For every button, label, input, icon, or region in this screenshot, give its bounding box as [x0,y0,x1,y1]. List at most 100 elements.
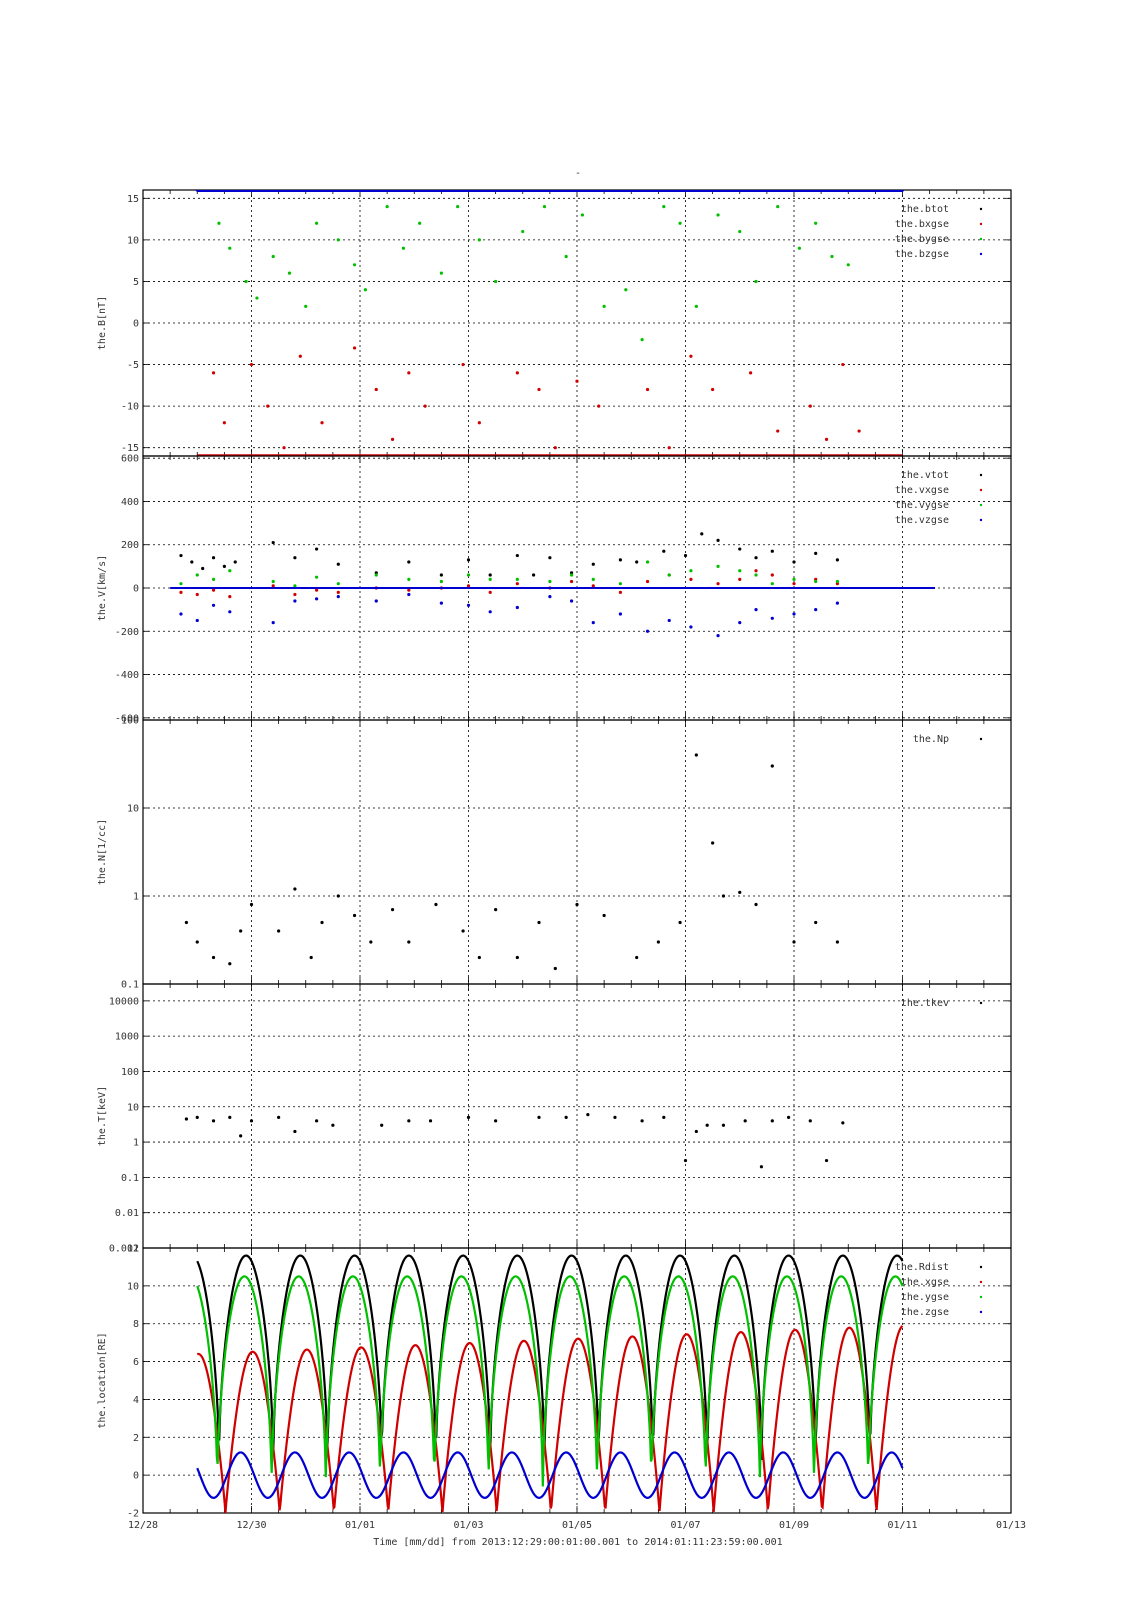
data-point-the.vzgse [439,601,443,605]
legend-label: the.vygse [895,500,949,511]
data-point-the.vxgse [754,569,758,573]
data-point-the.tkev [293,1129,297,1134]
data-point-the.bxgse [808,404,812,408]
data-point-the.Np [754,902,758,907]
data-point-the.vtot [315,547,319,551]
data-point-the.vxgse [195,592,199,597]
legend-label: the.bxgse [895,219,949,230]
data-point-the.vygse [466,573,471,577]
legend-marker [979,1265,983,1269]
data-point-the.tkev [466,1115,471,1119]
data-point-the.Np [352,913,357,918]
panel-3: 10000 1000 100 10 1 0.1 0.01 0.001 the.T[keV] the… [97,983,1012,1255]
y-tick-label: 8 [133,1319,139,1330]
data-point-the.Np [390,908,395,912]
data-point-the.Np [195,940,199,944]
data-point-the.tkev [705,1123,709,1127]
y-tick-label: 100 [121,716,139,727]
data-point-the.vzgse [770,616,774,620]
data-point-the.vygse [271,579,275,584]
y-tick-label: 400 [121,497,139,508]
data-point-the.tkev [195,1115,199,1119]
data-point-the.tkev [759,1165,764,1169]
data-point-the.bygse [716,213,720,217]
data-point-the.Np [814,920,818,925]
data-point-the.vtot [179,553,183,558]
panel-data [195,190,905,456]
data-point-the.vzgse [754,608,758,612]
data-point-the.vygse [814,579,818,584]
panel-0: 15 10 5 0 -5 -10 -15 the.B[nT] the.btot the.bxgse… [97,189,1012,457]
data-point-the.bxgse [374,387,378,392]
data-point-the.Np [277,929,281,933]
legend-marker [979,252,983,256]
data-point-the.vzgse [179,612,183,616]
data-point-the.Np [694,753,698,757]
legend-marker [979,473,983,477]
data-point-the.Np [228,962,232,966]
data-point-the.bygse [776,205,780,209]
data-point-the.vzgse [271,621,275,625]
data-point-the.tkev [586,1113,590,1117]
data-point-the.bxgse [597,404,601,408]
data-point-the.vzgse [667,618,671,623]
data-point-the.bxgse [249,362,254,367]
data-point-the.bxgse [667,446,671,450]
y-tick-label: 600 [121,454,139,465]
data-point-the.vtot [211,556,216,560]
legend-marker [979,1310,983,1314]
data-point-the.bygse [315,221,319,225]
x-axis-label: Time [mm/dd] from 2013:12:29:00:01:00.00… [373,1537,782,1548]
data-point-the.vtot [754,556,758,560]
data-point-the.Np [461,929,465,933]
legend-label: the.bygse [895,234,949,245]
data-point-the.tkev [228,1115,232,1119]
legend-label: the.tkev [901,998,949,1009]
data-point-the.Np [407,940,411,944]
data-point-the.vtot [738,547,742,551]
series-the.zgse-line [196,1451,904,1499]
data-point-the.vygse [548,579,552,584]
data-point-the.vxgse [738,577,742,581]
data-point-the.Np [477,955,481,960]
y-axis-label: the.T[keV] [97,1086,108,1146]
y-tick-label: 0.01 [115,1208,139,1219]
data-point-the.vxgse [569,579,574,584]
data-point-the.vtot [683,553,688,558]
x-tick-label: 01/03 [453,1520,483,1531]
data-point-the.bygse [352,263,357,267]
data-point-the.tkev [640,1119,644,1123]
data-point-the.tkev [380,1123,384,1127]
y-tick-label: 0 [133,319,139,330]
legend-marker [979,518,983,522]
panels: 151050-5-10-15the.B[nT]the.btotthe.bxgse… [97,189,1012,1520]
legend-marker [979,1295,983,1299]
data-point-the.vxgse [515,582,519,586]
data-point-the.tkev [613,1115,617,1119]
data-point-the.vygse [716,564,720,568]
y-tick-label: 10 [127,1281,139,1292]
data-point-the.vzgse [515,605,519,610]
data-point-the.vxgse [466,584,471,588]
data-point-the.vxgse [211,588,216,592]
data-point-the.bygse [244,279,248,284]
data-point-the.bxgse [689,354,693,358]
data-point-the.vxgse [689,577,693,581]
data-point-the.vtot [700,532,704,536]
data-point-the.Np [336,894,340,898]
data-point-the.bxgse [537,387,541,392]
data-point-the.tkev [743,1119,747,1123]
data-point-the.vtot [407,560,411,564]
data-point-the.bygse [217,221,221,225]
legend-marker [979,207,983,211]
data-point-the.vzgse [689,625,693,629]
data-point-the.vygse [754,573,758,577]
data-point-the.tkev [277,1115,281,1119]
data-point-the.vygse [770,582,774,586]
data-point-the.tkev [564,1115,568,1119]
data-point-the.vygse [835,579,840,584]
data-point-the.bxgse [461,362,465,367]
data-point-the.vxgse [293,592,297,597]
legend-label: the.ygse [901,1292,949,1303]
data-point-the.bxgse [711,387,715,392]
